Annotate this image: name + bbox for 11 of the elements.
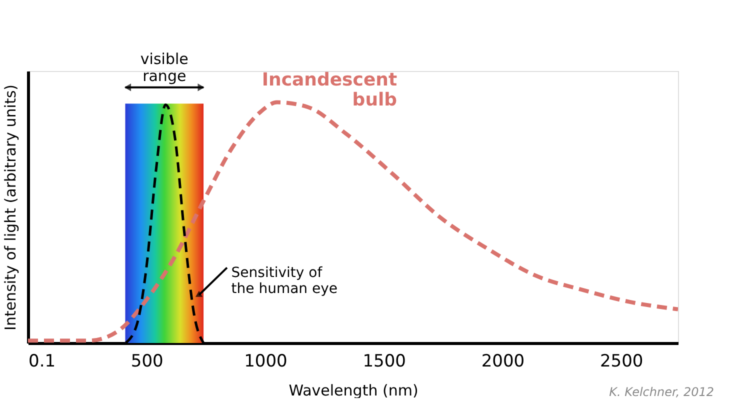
annotation: Sensitivity of the human eye [231,264,338,297]
x-tick-label: 2000 [481,352,525,372]
x-tick-label: 1500 [362,352,406,372]
text: K. Kelchner, 2012 [609,385,714,399]
y-axis-title: Intensity of light (arbitrary units) [2,84,20,330]
x-tick-label: 2500 [600,352,644,372]
series-label: Incandescent bulb [262,69,398,110]
band-label: visible range [140,50,188,85]
x-tick-label: 0.1 [28,352,56,372]
x-tick-label: 500 [130,352,164,372]
x-tick-label: 1000 [244,352,288,372]
